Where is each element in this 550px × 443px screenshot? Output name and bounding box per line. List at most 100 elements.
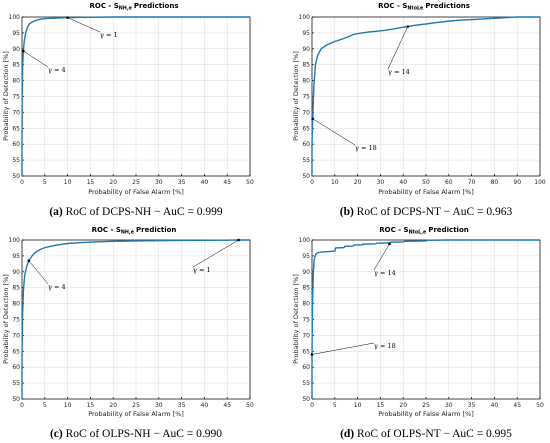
x-tick-label: 10: [64, 179, 72, 186]
y-tick-label: 75: [12, 94, 20, 101]
y-tick-label: 95: [302, 253, 310, 260]
x-tick-label: 15: [87, 402, 95, 409]
y-tick-label: 60: [302, 364, 310, 371]
y-tick-label: 70: [12, 332, 20, 339]
annotation-leader: [67, 17, 101, 33]
y-tick-label: 50: [302, 173, 310, 180]
y-tick-label: 85: [12, 285, 20, 292]
annotation-leader: [312, 118, 356, 146]
y-tick-label: 95: [12, 253, 20, 260]
x-tick-label: 40: [201, 179, 209, 186]
annotations-c: γ = 4 γ = 1: [27, 238, 240, 291]
y-tick-label: 60: [302, 141, 310, 148]
x-tick-label: 100: [534, 179, 546, 186]
y-tick-label: 50: [12, 173, 20, 180]
x-tick-label: 10: [331, 179, 339, 186]
x-tick-label: 20: [109, 179, 117, 186]
y-tick-label: 50: [302, 396, 310, 403]
ticks-a: 0 5 10 15 20 25 30 35 40 45 50 50 55 60 65 70 75 80 85 90 95…: [9, 14, 254, 186]
caption-a: (a) RoC of DCPS-NH − AuC = 0.999: [49, 206, 223, 218]
annotation-label: γ = 18: [355, 144, 377, 152]
x-tick-label: 5: [43, 402, 47, 409]
chart-title-b: ROC - SNtoLe Predictions: [378, 2, 470, 12]
x-tick-label: 35: [178, 402, 186, 409]
annotation-label: γ = 14: [388, 68, 410, 76]
y-tick-label: 55: [12, 380, 20, 387]
y-tick-label: 80: [302, 78, 310, 85]
x-tick-label: 60: [445, 179, 453, 186]
y-axis-label-d: Probability of Detection [%]: [292, 274, 300, 364]
x-tick-label: 30: [377, 179, 385, 186]
ticks-b: 0 10 20 30 40 50 60 70 80 90 100 50 55 60 65 70 75 80 85 90…: [299, 14, 546, 186]
y-tick-label: 70: [302, 109, 310, 116]
y-axis-label-b: Probability of Detection [%]: [292, 51, 300, 141]
y-tick-label: 80: [302, 301, 310, 308]
y-tick-label: 100: [299, 14, 311, 21]
annotation-leader: [387, 26, 408, 70]
y-tick-label: 75: [302, 317, 310, 324]
grid-d: [311, 239, 541, 400]
annotation-leader: [28, 260, 49, 285]
x-axis-label-d: Probability of False Alarm [%]: [378, 410, 474, 418]
annotation-label: γ = 1: [193, 266, 211, 274]
x-tick-label: 45: [513, 402, 521, 409]
annotation-label: γ = 4: [48, 283, 66, 291]
y-tick-label: 85: [302, 62, 310, 69]
y-tick-label: 85: [12, 62, 20, 69]
y-tick-label: 90: [12, 46, 20, 53]
y-tick-label: 55: [302, 380, 310, 387]
x-tick-label: 30: [155, 179, 163, 186]
y-tick-label: 70: [302, 332, 310, 339]
x-tick-label: 20: [399, 402, 407, 409]
y-tick-label: 55: [12, 157, 20, 164]
x-axis-label-a: Probability of False Alarm [%]: [88, 188, 184, 196]
roc-curve-c: [21, 239, 250, 399]
y-tick-label: 95: [12, 30, 20, 37]
x-axis-label-c: Probability of False Alarm [%]: [88, 410, 184, 418]
x-tick-label: 25: [132, 179, 140, 186]
y-tick-label: 100: [299, 237, 311, 244]
annotation-leader: [23, 50, 49, 68]
y-tick-label: 90: [12, 269, 20, 276]
x-tick-label: 45: [223, 402, 231, 409]
grid-b: [311, 16, 541, 177]
y-tick-label: 65: [12, 348, 20, 355]
roc-curve-a: [21, 16, 250, 176]
y-tick-label: 75: [12, 317, 20, 324]
y-tick-label: 95: [302, 30, 310, 37]
roc-curve-d: [311, 239, 540, 399]
y-tick-label: 65: [302, 348, 310, 355]
chart-title-a: ROC - SNH,e Predictions: [89, 2, 178, 12]
x-tick-label: 5: [43, 179, 47, 186]
panel-c: ROC - SNH,e Prediction 0 5 10 15 20 25 30 35 40 45…: [2, 226, 254, 440]
grid-c: [21, 239, 251, 400]
y-tick-label: 70: [12, 109, 20, 116]
y-axis-label-c: Probability of Detection [%]: [2, 274, 10, 364]
y-tick-label: 60: [12, 364, 20, 371]
annotations-a: γ = 1 γ = 4: [22, 16, 118, 74]
caption-d: (d) RoC of OLPS-NT − AuC = 0.995: [340, 428, 512, 440]
annotation-label: γ = 18: [374, 342, 396, 350]
x-tick-label: 5: [333, 402, 337, 409]
x-tick-label: 25: [132, 402, 140, 409]
y-tick-label: 65: [302, 125, 310, 132]
grid-a: [21, 16, 251, 177]
x-tick-label: 50: [246, 179, 254, 186]
x-tick-label: 25: [422, 402, 430, 409]
y-tick-label: 75: [302, 94, 310, 101]
x-tick-label: 80: [491, 179, 499, 186]
annotations-b: γ = 14 γ = 18: [311, 25, 410, 152]
chart-title-c: ROC - SNH,e Prediction: [92, 226, 177, 236]
x-tick-label: 15: [87, 179, 95, 186]
x-tick-label: 40: [491, 402, 499, 409]
annotation-leader: [373, 243, 390, 271]
x-tick-label: 40: [399, 179, 407, 186]
panel-d: ROC - SNtoL,e Prediction 0 5 10 15 20 25 30 35 40…: [292, 226, 544, 440]
annotation-marker: [66, 16, 69, 19]
annotation-marker: [310, 353, 314, 356]
x-tick-label: 30: [155, 402, 163, 409]
caption-c: (c) RoC of OLPS-NH − AuC = 0.990: [50, 428, 222, 440]
panel-b: ROC - SNtoLe Predictions 0 10 20 30 40 50 60 70 8…: [292, 2, 546, 218]
x-tick-label: 0: [20, 402, 24, 409]
